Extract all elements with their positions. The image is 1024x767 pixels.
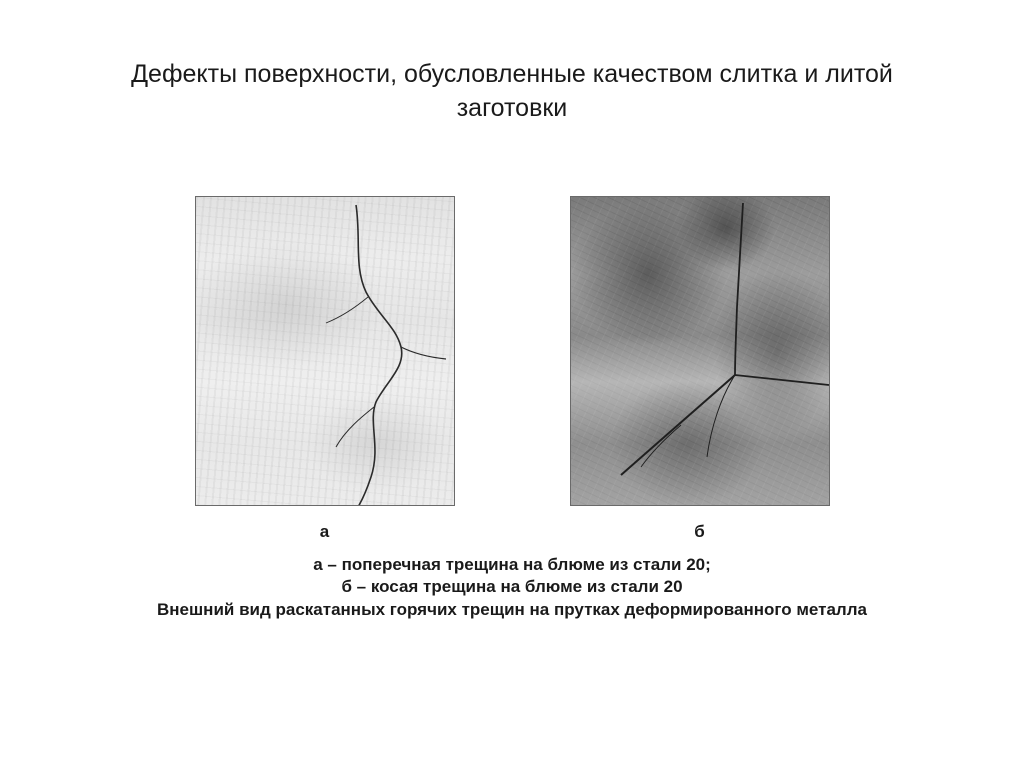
figure-b-image bbox=[570, 196, 830, 506]
crack-a-overlay bbox=[196, 197, 455, 506]
crack-b-overlay bbox=[571, 197, 830, 506]
caption-line-2: б – косая трещина на блюме из стали 20 bbox=[341, 577, 682, 596]
figure-a-label: а bbox=[320, 522, 329, 542]
figure-b-label: б bbox=[694, 522, 705, 542]
figure-b: б bbox=[570, 196, 830, 542]
caption: а – поперечная трещина на блюме из стали… bbox=[72, 554, 952, 623]
caption-line-1: а – поперечная трещина на блюме из стали… bbox=[313, 555, 711, 574]
page-title: Дефекты поверхности, обусловленные качес… bbox=[102, 58, 922, 126]
caption-line-3: Внешний вид раскатанных горячих трещин н… bbox=[157, 600, 867, 619]
figures-row: а б bbox=[0, 196, 1024, 542]
figure-a: а bbox=[195, 196, 455, 542]
figure-a-image bbox=[195, 196, 455, 506]
